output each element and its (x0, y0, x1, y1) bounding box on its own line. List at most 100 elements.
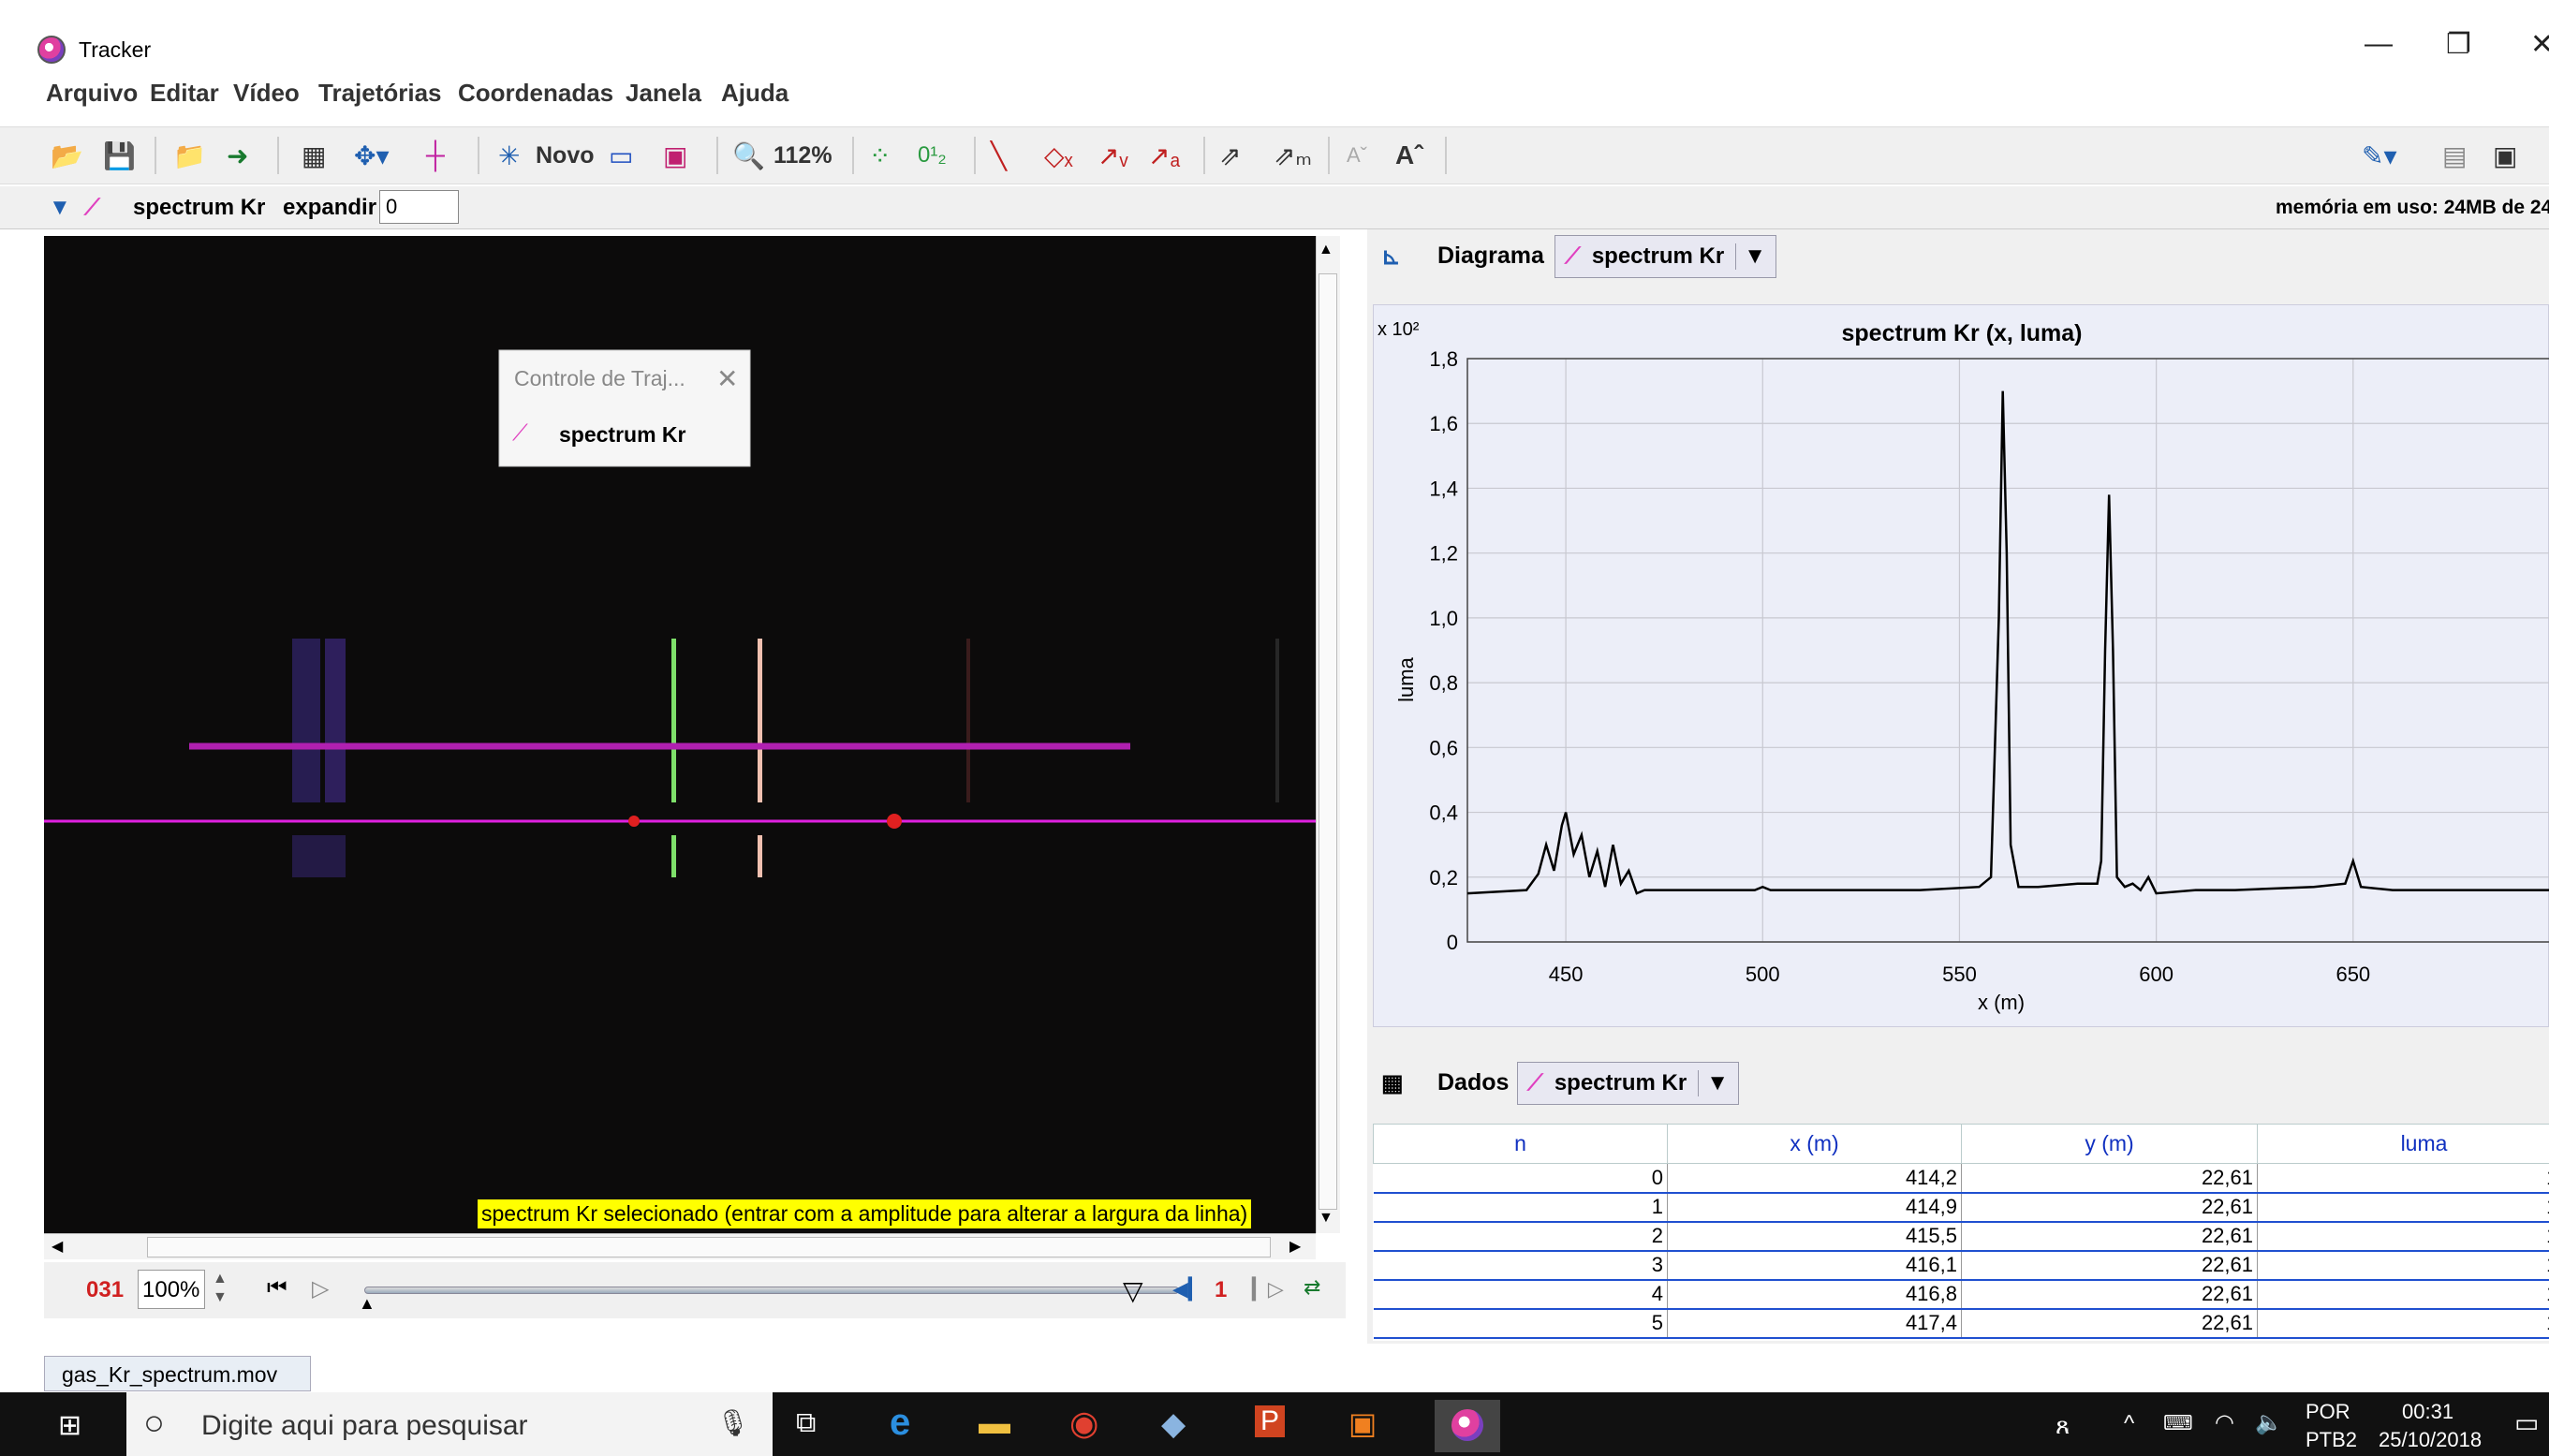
wifi-icon[interactable]: ◠ (2215, 1410, 2234, 1435)
pencil-icon[interactable]: ✎▾ (2362, 140, 2397, 170)
open-folder-icon[interactable]: 📂 (51, 140, 83, 170)
slider-thumb-icon[interactable]: ▽ (1123, 1276, 1143, 1305)
menu-video[interactable]: Vídeo (233, 79, 300, 107)
import-icon[interactable]: 📁 (173, 140, 206, 170)
data-track-selector[interactable]: ⟋ spectrum Kr ▼ (1517, 1062, 1739, 1105)
play-icon[interactable]: ▷ (312, 1276, 330, 1302)
step-back-icon[interactable]: ◀▎ (1172, 1277, 1204, 1301)
step-size[interactable]: 1 (1215, 1277, 1228, 1302)
label-toggle-icon[interactable]: 0¹₂ (918, 142, 947, 168)
track-control-icon[interactable]: ▣ (663, 140, 688, 170)
app-icon[interactable]: ◆ (1161, 1406, 1186, 1442)
menu-janela[interactable]: Janela (626, 79, 701, 107)
edge-icon[interactable]: e (890, 1402, 911, 1443)
keyboard-layout[interactable]: PTB2 (2306, 1428, 2358, 1451)
ruler-icon[interactable]: ▭ (609, 140, 634, 170)
menu-ajuda[interactable]: Ajuda (721, 79, 789, 107)
people-icon[interactable]: ጸ (2055, 1411, 2070, 1439)
rewind-icon[interactable]: ⏮ (267, 1275, 287, 1301)
tracker-taskbar-button[interactable] (1435, 1400, 1500, 1452)
scroll-up-icon[interactable]: ▲ (1319, 242, 1333, 257)
track-name[interactable]: spectrum Kr (133, 195, 266, 220)
clock-date[interactable]: 25/10/2018 (2379, 1428, 2483, 1451)
notes-icon[interactable]: ▤ (2442, 140, 2468, 170)
acceleration-icon[interactable]: ↗ₐ (1148, 140, 1180, 170)
chevron-down-icon[interactable]: ▼ (1735, 243, 1766, 270)
chevron-down-icon[interactable]: ▼ (1698, 1070, 1729, 1096)
menu-trajetorias[interactable]: Trajetórias (318, 79, 442, 107)
column-header-y[interactable]: y (m) (1961, 1124, 2258, 1164)
column-header-n[interactable]: n (1373, 1124, 1668, 1164)
menu-coordenadas[interactable]: Coordenadas (458, 79, 614, 107)
scroll-right-icon[interactable]: ▶ (1289, 1239, 1302, 1255)
clip-settings-icon[interactable]: ▦ (302, 140, 327, 170)
expand-input[interactable]: 0 (379, 190, 459, 224)
triangle-down-icon[interactable]: ▼ (49, 195, 71, 220)
task-view-icon[interactable]: ⧉ (796, 1407, 817, 1438)
export-icon[interactable]: ➜ (227, 140, 249, 170)
save-icon[interactable]: 💾 (103, 140, 136, 170)
notifications-icon[interactable]: ▭ (2514, 1408, 2540, 1437)
menu-arquivo[interactable]: Arquivo (46, 79, 139, 107)
font-smaller-icon[interactable]: Aˇ (1347, 143, 1367, 167)
velocity-icon[interactable]: ↗ᵥ (1098, 140, 1128, 170)
zoom-level[interactable]: 112% (774, 141, 832, 169)
microphone-icon[interactable]: 🎙 (716, 1408, 750, 1437)
media-icon[interactable]: ▣ (1348, 1406, 1378, 1440)
calibration-point[interactable] (887, 814, 902, 829)
new-track-button[interactable]: Novo (536, 141, 595, 169)
coordinate-axes-icon[interactable]: ✥▾ (354, 140, 390, 170)
line-icon[interactable]: ╲ (991, 140, 1007, 170)
font-larger-icon[interactable]: Aˆ (1395, 140, 1423, 169)
language-code[interactable]: POR (2306, 1400, 2350, 1423)
video-vertical-scrollbar[interactable]: ▲ ▼ (1316, 236, 1340, 1233)
clock-time[interactable]: 00:31 (2402, 1400, 2454, 1423)
close-button[interactable]: ✕ (2530, 29, 2549, 60)
powerpoint-icon[interactable]: P (1255, 1405, 1286, 1437)
zoom-icon[interactable]: 🔍 (732, 140, 765, 170)
taskbar-search[interactable]: ○ Digite aqui para pesquisar 🎙 (126, 1392, 773, 1456)
video-horizontal-scrollbar[interactable]: ◀ ▶ (44, 1233, 1316, 1259)
plot-track-selector[interactable]: ⟋ spectrum Kr ▼ (1554, 235, 1776, 278)
input-indicator-icon[interactable]: ⌨ (2163, 1411, 2193, 1434)
new-track-icon[interactable]: ✳ (498, 140, 521, 170)
file-explorer-icon[interactable]: ▬ (979, 1405, 1010, 1441)
info-icon[interactable]: ▣ (2493, 140, 2518, 170)
scroll-left-icon[interactable]: ◀ (52, 1239, 64, 1255)
file-tab[interactable]: gas_Kr_spectrum.mov (44, 1356, 311, 1391)
step-forward-icon[interactable]: ▎▷ (1252, 1277, 1284, 1301)
frame-slider[interactable] (364, 1287, 1179, 1294)
restore-button[interactable]: ❐ (2446, 29, 2471, 60)
chevron-up-icon[interactable]: ^ (2124, 1411, 2135, 1436)
loop-icon[interactable]: ⇄ (1304, 1275, 1321, 1299)
column-header-luma[interactable]: luma (2257, 1124, 2549, 1164)
menu-editar[interactable]: Editar (150, 79, 219, 107)
trail-icon[interactable]: ⁘ (869, 140, 891, 170)
popup-track-item[interactable]: spectrum Kr (559, 422, 686, 447)
windows-start-icon[interactable]: ⊞ (58, 1410, 82, 1441)
position-icon[interactable]: ◇ₓ (1044, 140, 1073, 170)
calibration-point[interactable] (628, 816, 640, 827)
volume-icon[interactable]: 🔈 (2255, 1410, 2283, 1435)
spinner-arrows-icon[interactable]: ▲ ▼ (213, 1271, 228, 1305)
chrome-icon[interactable]: ◉ (1069, 1404, 1099, 1442)
scroll-thumb[interactable] (147, 1237, 1271, 1257)
close-icon[interactable]: ✕ (716, 364, 738, 393)
column-header-x[interactable]: x (m) (1667, 1124, 1962, 1164)
frame-number[interactable]: 031 (86, 1277, 125, 1302)
video-canvas[interactable]: Controle de Traj... ✕ ⟋ spectrum Kr (44, 236, 1316, 1233)
slider-start-marker-icon[interactable]: ▲ (359, 1294, 376, 1313)
calibration-icon[interactable]: ┼ (426, 140, 445, 169)
minimize-button[interactable]: — (2365, 28, 2393, 59)
vector-sum-icon[interactable]: ⇗ (1219, 140, 1242, 170)
scroll-thumb[interactable] (1319, 273, 1337, 1210)
center-mass-icon[interactable]: ⇗ₘ (1274, 140, 1312, 170)
plot-area[interactable]: x 10² spectrum Kr (x, luma) x (m) luma 0… (1373, 304, 2549, 1027)
